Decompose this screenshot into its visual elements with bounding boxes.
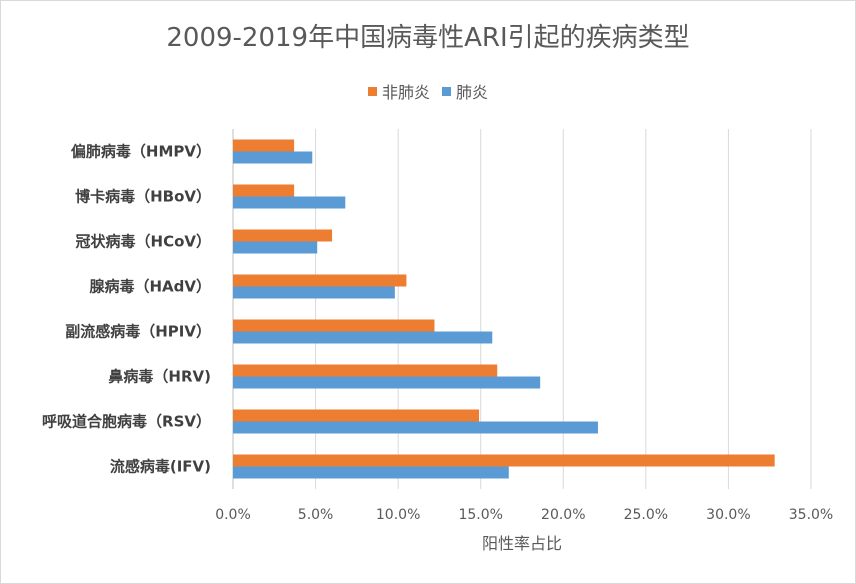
category-label: 腺病毒（HAdV） xyxy=(89,278,211,296)
bar-non-pneumonia xyxy=(233,409,480,422)
category-label: 偏肺病毒（HMPV） xyxy=(71,143,211,161)
x-tick-label: 35.0% xyxy=(789,507,833,523)
legend-label-pneumonia: 肺炎 xyxy=(456,83,489,102)
bar-pneumonia xyxy=(233,331,493,344)
x-tick-label: 20.0% xyxy=(541,507,585,523)
x-axis-title: 阳性率占比 xyxy=(482,534,562,553)
x-tick-label: 10.0% xyxy=(376,507,420,523)
category-label: 鼻病毒（HRV) xyxy=(108,368,211,386)
category-label: 流感病毒(IFV) xyxy=(110,458,211,476)
bar-non-pneumonia xyxy=(233,229,333,242)
x-tick-label: 15.0% xyxy=(458,507,502,523)
bar-pneumonia xyxy=(233,241,318,254)
category-label: 博卡病毒（HBoV） xyxy=(75,188,211,206)
bar-pneumonia xyxy=(233,196,346,209)
bar-pneumonia xyxy=(233,376,541,389)
bar-non-pneumonia xyxy=(233,139,295,152)
category-label: 呼吸道合胞病毒（RSV） xyxy=(42,413,211,431)
legend-swatch-pneumonia xyxy=(442,86,451,96)
bar-pneumonia xyxy=(233,151,313,164)
chart-legend: 非肺炎 肺炎 xyxy=(1,79,855,103)
legend-item-non-pneumonia: 非肺炎 xyxy=(367,79,430,103)
x-tick-label: 5.0% xyxy=(298,507,334,523)
legend-label-non-pneumonia: 非肺炎 xyxy=(381,83,430,102)
bar-non-pneumonia xyxy=(233,319,435,332)
category-label: 副流感病毒（HPIV） xyxy=(65,323,211,341)
x-tick-label: 25.0% xyxy=(624,507,668,523)
bar-pneumonia xyxy=(233,466,509,479)
bar-pneumonia xyxy=(233,421,598,434)
category-label: 冠状病毒（HCoV） xyxy=(76,233,211,251)
legend-swatch-non-pneumonia xyxy=(367,86,377,96)
legend-item-pneumonia: 肺炎 xyxy=(442,79,488,103)
bar-non-pneumonia xyxy=(233,274,407,287)
x-tick-label: 0.0% xyxy=(215,507,251,523)
bar-non-pneumonia xyxy=(233,364,498,377)
bar-non-pneumonia xyxy=(233,184,295,197)
bar-pneumonia xyxy=(233,286,395,299)
chart-title: 2009-2019年中国病毒性ARI引起的疾病类型 xyxy=(166,23,690,53)
x-tick-label: 30.0% xyxy=(706,507,750,523)
bar-non-pneumonia xyxy=(233,454,775,467)
